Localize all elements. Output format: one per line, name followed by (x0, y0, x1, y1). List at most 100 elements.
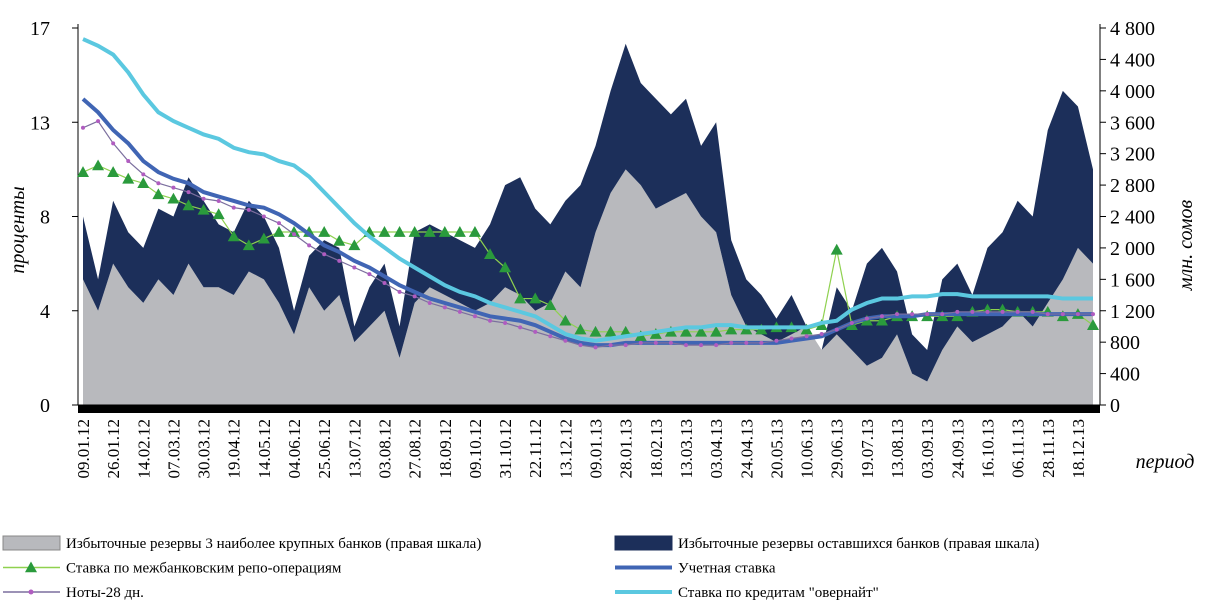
marker (378, 226, 391, 237)
y2-tick-label: 400 (1110, 364, 1140, 386)
x-tick-label: 10.06.13 (798, 419, 817, 479)
x-tick-label: 03.04.13 (707, 419, 726, 479)
marker (227, 230, 240, 242)
marker (92, 159, 105, 171)
area (83, 43, 1093, 382)
x-tick-label: 13.12.12 (556, 419, 575, 479)
marker (288, 226, 301, 237)
marker (955, 309, 960, 314)
marker (412, 294, 417, 299)
marker (789, 336, 794, 341)
marker (879, 314, 884, 319)
marker (544, 299, 557, 311)
marker (559, 314, 572, 326)
marker (1000, 309, 1005, 314)
marker (442, 305, 447, 310)
x-tick-label: 18.02.13 (647, 419, 666, 479)
y-tick-label: 0 (40, 395, 50, 417)
marker (156, 181, 161, 186)
x-tick-label: 03.09.13 (918, 419, 937, 479)
marker (604, 325, 617, 337)
x-tick-label: 06.11.13 (1009, 419, 1028, 478)
marker (1045, 312, 1050, 317)
x-tick-label: 09.01.13 (587, 419, 606, 479)
x-tick-label: 19.07.13 (858, 419, 877, 479)
marker (272, 226, 285, 237)
marker (322, 252, 327, 257)
marker (216, 198, 221, 203)
marker (679, 325, 692, 337)
marker (910, 312, 915, 317)
marker (940, 312, 945, 317)
marker (171, 185, 176, 190)
marker (774, 338, 779, 343)
y2-tick-label: 2 400 (1110, 207, 1155, 229)
marker (875, 314, 888, 326)
marker (589, 325, 602, 337)
marker (849, 320, 854, 325)
marker (472, 314, 477, 319)
marker (695, 325, 708, 337)
legend-label: Избыточные резервы оставшихся банков (пр… (678, 536, 1039, 552)
x-tick-label: 14.02.12 (134, 419, 153, 479)
marker (533, 329, 538, 334)
x-tick-label: 24.09.13 (948, 419, 967, 479)
marker (348, 239, 361, 251)
marker (484, 248, 497, 259)
marker (653, 340, 658, 345)
x-tick-label: 07.03.12 (164, 419, 183, 479)
x-tick-label: 13.07.12 (345, 419, 364, 479)
marker (864, 316, 869, 321)
marker (548, 334, 553, 339)
y-tick-label: 8 (40, 207, 50, 229)
x-tick-label: 26.01.12 (104, 419, 123, 479)
marker (710, 325, 723, 337)
marker (699, 343, 704, 348)
y2-tick-label: 2 800 (1110, 175, 1155, 197)
marker (895, 312, 900, 317)
marker (985, 309, 990, 314)
marker (574, 323, 587, 335)
y2-tick-label: 1 200 (1110, 301, 1155, 323)
x-tick-label: 09.10.12 (466, 419, 485, 479)
y2-tick-label: 800 (1110, 332, 1140, 354)
y2-tick-label: 3 600 (1110, 112, 1155, 134)
x-tick-band (78, 405, 1100, 413)
y-tick-label: 4 (40, 301, 50, 323)
y-axis-label: проценты (7, 186, 29, 273)
marker (729, 340, 734, 345)
marker (231, 205, 236, 210)
marker (408, 226, 421, 237)
marker (804, 334, 809, 339)
marker (488, 318, 493, 323)
y2-axis-label: млн. сомов (1175, 199, 1197, 291)
marker (197, 203, 210, 215)
marker (593, 345, 598, 350)
marker (352, 265, 357, 270)
marker (182, 199, 195, 211)
marker (397, 289, 402, 294)
marker (382, 281, 387, 286)
marker (438, 226, 451, 237)
marker (578, 343, 583, 348)
x-tick-label: 25.06.12 (315, 419, 334, 479)
marker (107, 166, 120, 177)
marker (141, 172, 146, 177)
y2-tick-label: 4 400 (1110, 49, 1155, 71)
marker (623, 343, 628, 348)
marker (333, 234, 346, 246)
marker (77, 166, 89, 177)
x-tick-label: 18.12.13 (1069, 419, 1088, 479)
marker (714, 343, 719, 348)
marker (1087, 319, 1099, 330)
marker (830, 243, 843, 255)
x-tick-label: 22.11.12 (526, 419, 545, 478)
legend-label: Ноты-28 дн. (66, 585, 144, 601)
x-tick-label: 04.06.12 (285, 419, 304, 479)
marker (1015, 309, 1020, 314)
marker (1030, 309, 1035, 314)
legend-label: Ставка по кредитам "овернайт" (678, 585, 879, 601)
marker (514, 292, 527, 304)
area (83, 169, 1093, 405)
